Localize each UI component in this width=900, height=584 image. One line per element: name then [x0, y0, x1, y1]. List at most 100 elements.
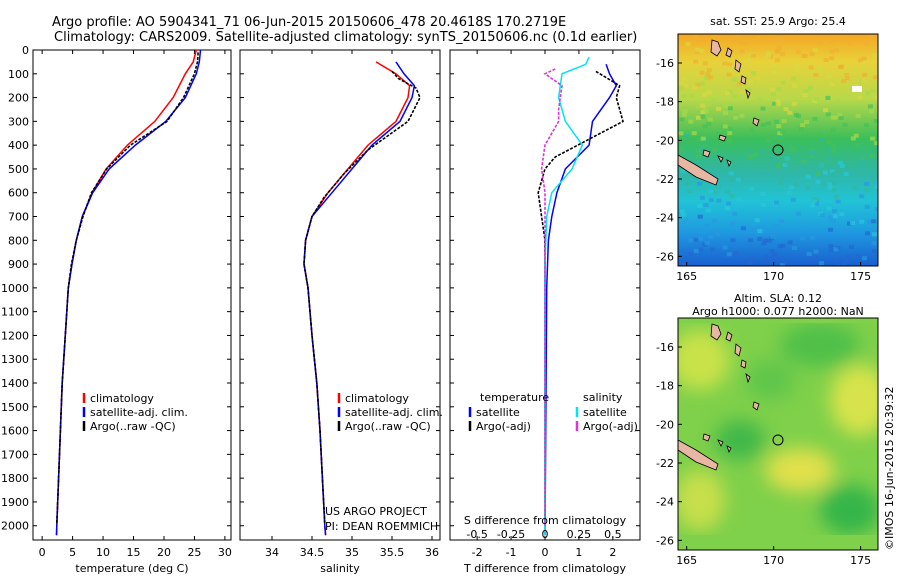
sst-noise-cell	[694, 38, 700, 43]
sst-noise-cell	[682, 109, 688, 114]
sst-noise-cell	[768, 135, 774, 140]
sst-noise-cell	[678, 131, 684, 136]
sst-noise-cell	[711, 97, 717, 102]
sst-noise-cell	[791, 101, 797, 106]
sst-noise-cell	[808, 85, 813, 90]
sst-noise-cell	[776, 124, 782, 129]
temperature-xtick-label: 0	[39, 546, 46, 559]
sst-map: 165 170 175 -16 -18 -20 -22 -24 -26	[656, 33, 879, 283]
credit-line-1: US ARGO PROJECT	[325, 505, 427, 518]
depth-tick-label: 900	[8, 258, 29, 271]
diff-legend-temperature-title: temperature	[480, 391, 549, 404]
sst-noise-cell	[728, 127, 734, 132]
sst-noise-cell	[863, 160, 869, 165]
sst-noise-cell	[766, 51, 772, 56]
sst-noise-cell	[812, 256, 818, 261]
sst-noise-cell	[798, 127, 804, 132]
sst-noise-cell	[800, 123, 805, 128]
sst-noise-cell	[855, 253, 861, 258]
difference-series-t-argo-adj-	[537, 70, 624, 526]
sst-noise-cell	[828, 248, 834, 253]
sst-noise-cell	[692, 35, 698, 40]
sst-noise-cell	[694, 47, 700, 52]
sst-noise-cell	[823, 58, 829, 62]
sst-noise-cell	[786, 190, 792, 195]
credit-line-2: PI: DEAN ROEMMICH	[325, 520, 438, 533]
sst-noise-cell	[745, 163, 751, 168]
sst-noise-cell	[678, 261, 684, 265]
sst-noise-cell	[704, 109, 709, 114]
sst-noise-cell	[706, 68, 712, 73]
sst-noise-cell	[857, 95, 863, 100]
sst-noise-cell	[805, 174, 811, 179]
sst-noise-cell	[821, 182, 827, 187]
sst-noise-cell	[722, 124, 728, 129]
sst-noise-cell	[780, 129, 785, 134]
sla-argo-location	[772, 434, 784, 446]
sst-noise-cell	[870, 175, 876, 180]
sst-noise-cell	[835, 264, 841, 266]
sst-noise-cell	[858, 162, 864, 167]
sst-noise-cell	[791, 76, 797, 81]
sst-noise-cell	[725, 189, 730, 194]
depth-tick-label: 1900	[1, 496, 29, 509]
diff-top-tick-label: -0.25	[497, 528, 525, 541]
salinity-legend-label: climatology	[345, 392, 409, 405]
sst-noise-cell	[828, 39, 834, 44]
sst-noise-cell	[871, 70, 877, 75]
sst-noise-cell	[869, 153, 875, 158]
sst-noise-cell	[795, 211, 801, 216]
sst-noise-cell	[714, 229, 720, 234]
sst-noise-cell	[729, 194, 735, 199]
sst-noise-cell	[782, 163, 788, 168]
sst-noise-cell	[738, 40, 744, 45]
sst-noise-cell	[703, 203, 709, 207]
difference-panel: -2 -1 0 1 2 T difference from climatology temp…	[449, 49, 641, 575]
sst-noise-cell	[774, 49, 780, 54]
temperature-panel: 0100200300400500600700800900100011001200…	[1, 44, 232, 575]
sst-noise-cell	[695, 82, 701, 87]
sst-noise-cell	[869, 109, 874, 114]
sst-noise-cell	[679, 209, 685, 214]
sst-noise-cell	[772, 101, 777, 106]
sst-noise-cell	[769, 87, 775, 92]
sla-map-title: Altim. SLA: 0.12	[734, 292, 822, 305]
sst-noise-cell	[750, 71, 756, 76]
sst-noise-cell	[790, 197, 796, 202]
sst-noise-cell	[716, 106, 721, 111]
sst-noise-cell	[862, 72, 868, 77]
sst-noise-cell	[776, 164, 782, 169]
sst-noise-cell	[777, 136, 783, 141]
sst-noise-cell	[830, 127, 836, 132]
sst-noise-cell	[726, 45, 732, 50]
sst-noise-cell	[726, 72, 732, 77]
depth-tick-label: 1600	[1, 425, 29, 438]
sst-noise-cell	[678, 177, 684, 182]
sst-noise-cell	[678, 147, 683, 151]
sst-noise-cell	[747, 87, 752, 92]
sst-noise-cell	[765, 138, 771, 143]
map-ytick-label: -26	[656, 534, 674, 547]
sla-blobs	[678, 323, 878, 535]
sst-noise-cell	[771, 92, 776, 97]
sst-noise-cell	[766, 54, 772, 59]
sst-noise-cell	[875, 207, 878, 212]
sst-noise-cell	[698, 236, 704, 241]
sst-noise-cell	[839, 164, 845, 168]
sst-noise-cell	[792, 246, 797, 250]
temperature-xtick-label: 20	[157, 546, 171, 559]
difference-xtick-label: 0	[542, 546, 549, 559]
sst-map-frame	[677, 33, 879, 267]
sst-noise-cell	[844, 229, 850, 234]
sst-noise-cell	[834, 194, 839, 199]
sst-noise-cell	[870, 136, 876, 141]
sst-noise-cell	[842, 122, 848, 127]
sst-noise-cell	[748, 155, 753, 159]
sst-noise-cell	[700, 114, 706, 119]
sst-noise-cell	[874, 95, 878, 100]
sst-noise-cell	[774, 36, 780, 41]
map-xtick-label: 175	[850, 554, 871, 567]
sst-noise-cell	[680, 169, 686, 174]
sst-noise-cell	[751, 226, 757, 231]
